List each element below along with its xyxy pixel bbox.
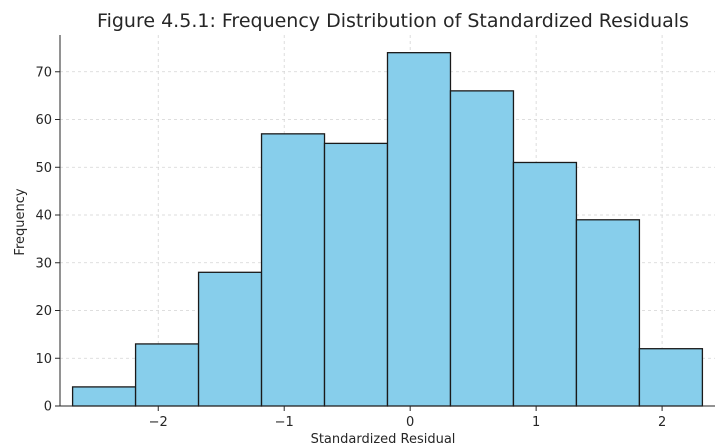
histogram-bar-8: [575, 219, 641, 407]
histogram-bar-2: [197, 271, 263, 407]
y-tick-label-4: 40: [35, 209, 52, 224]
histogram-bars: [71, 52, 704, 407]
y-tick-label-1: 10: [35, 352, 52, 367]
histogram-bar-7: [512, 161, 578, 407]
y-tick-label-6: 60: [35, 113, 52, 128]
axes: 0 10 20 30 40 50 60 70 −2 −1 0 1 2: [35, 35, 715, 430]
histogram-bar-1: [134, 343, 200, 407]
y-tick-label-0: 0: [44, 400, 52, 415]
histogram-bar-5: [386, 52, 452, 407]
x-axis-label: Standardized Residual: [311, 432, 456, 447]
x-tick-label-1: −1: [275, 415, 294, 430]
y-tick-label-3: 30: [35, 256, 52, 271]
x-tick-label-0: −2: [149, 415, 168, 430]
y-tick-label-2: 20: [35, 304, 52, 319]
x-tick-label-3: 1: [532, 415, 540, 430]
y-tick-label-7: 70: [35, 65, 52, 80]
x-tick-label-2: 0: [406, 415, 414, 430]
y-axis-label: Frequency: [13, 188, 28, 255]
histogram-bar-3: [260, 133, 326, 407]
chart-title: Figure 4.5.1: Frequency Distribution of …: [97, 10, 689, 32]
y-tick-label-5: 50: [35, 161, 52, 176]
histogram-bar-4: [323, 142, 389, 407]
x-tick-label-4: 2: [658, 415, 666, 430]
histogram-bar-9: [638, 348, 704, 407]
histogram-bar-6: [449, 90, 515, 407]
histogram-bar-0: [71, 386, 137, 407]
